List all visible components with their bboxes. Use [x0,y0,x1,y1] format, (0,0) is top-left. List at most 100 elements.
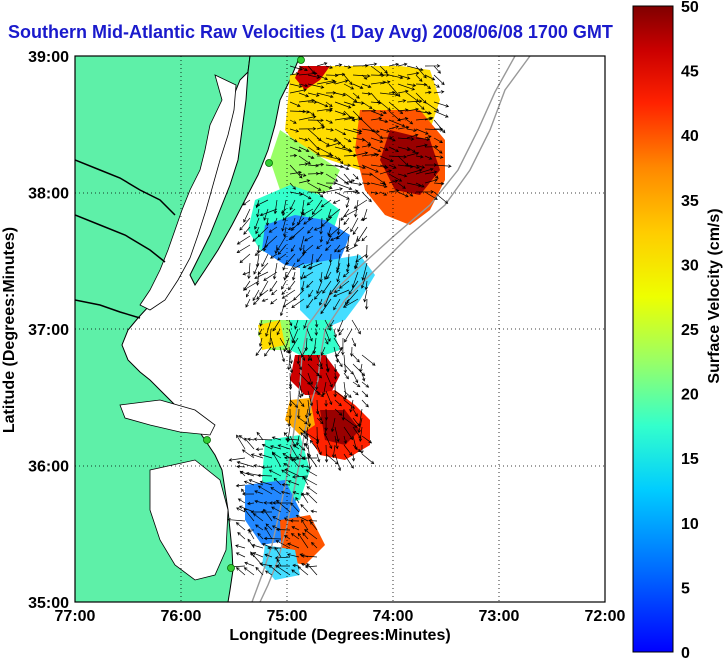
velocity-arrow [281,217,287,232]
velocity-arrow [252,289,260,302]
velocity-arrow [361,172,373,176]
x-tick-label: 77:00 [55,608,96,625]
velocity-arrow [415,137,431,141]
velocity-arrow [246,501,255,506]
velocity-arrow [433,181,445,186]
velocity-arrow [333,337,342,351]
colorbar-tick-label: 35 [681,193,699,210]
velocity-arrow [306,328,313,342]
velocity-arrow [349,399,354,413]
velocity-arrow [331,444,336,459]
velocity-arrow [264,570,273,576]
velocity-arrow [265,319,272,337]
velocity-arrow [344,328,353,343]
velocity-arrow [258,337,263,347]
velocity-arrow [255,226,260,235]
y-axis-ticks: 39:00 38:00 37:00 36:00 35:00 [28,49,69,612]
velocity-arrow [361,164,379,173]
velocity-arrow [325,244,332,252]
velocity-arrow [303,217,314,225]
velocity-arrow [289,170,302,175]
velocity-arrow [307,226,314,234]
velocity-arrow [379,73,390,77]
velocity-arrow [406,119,414,125]
velocity-arrow [328,253,333,264]
velocity-arrow [326,235,332,245]
velocity-arrow [342,271,350,278]
velocity-arrow [298,137,309,142]
velocity-arrow [263,208,269,221]
velocity-arrow [341,337,345,356]
y-tick-label: 36:00 [28,459,69,476]
velocity-arrow [397,117,409,121]
velocity-arrow [299,235,305,252]
velocity-arrow [277,244,287,255]
velocity-arrow [306,298,314,309]
radar-stations [203,56,305,572]
velocity-arrow [343,354,348,374]
velocity-arrow [337,319,344,333]
velocity-arrow [307,399,312,417]
velocity-arrow [291,569,300,576]
velocity-arrow [301,456,318,460]
velocity-arrow [298,127,317,131]
velocity-arrow [361,91,372,96]
velocity-arrow [352,164,366,170]
velocity-arrow [397,146,411,152]
velocity-arrow [242,271,251,276]
x-axis-label: Longitude (Degrees:Minutes) [229,627,450,644]
velocity-arrow [343,146,352,152]
velocity-arrow [272,516,282,522]
velocity-arrow [351,453,356,462]
velocity-arrow [298,71,318,76]
velocity-arrow [303,477,318,486]
velocity-arrow [307,453,312,470]
velocity-arrow [287,417,292,428]
velocity-arrow [322,381,327,396]
velocity-arrow [352,145,361,150]
velocity-arrow [292,491,300,495]
velocity-arrow [316,453,321,463]
velocity-arrow [321,217,332,227]
velocity-arrow [277,444,291,450]
velocity-arrow [307,100,318,104]
velocity-arrow [329,319,335,328]
velocity-arrow [353,199,368,209]
velocity-arrow [316,62,328,67]
velocity-arrow [379,80,391,85]
velocity-arrow [244,561,255,567]
velocity-arrow [334,453,342,472]
velocity-arrow [361,235,368,242]
velocity-arrow [307,208,323,220]
velocity-arrow [360,444,364,455]
velocity-arrow [255,447,264,452]
velocity-arrow [268,469,282,477]
velocity-arrow [243,508,255,522]
velocity-arrow [281,482,291,487]
velocity-arrow [245,298,251,308]
velocity-arrow [301,519,309,531]
velocity-arrow [289,119,297,124]
velocity-arrow [248,529,255,540]
velocity-arrow [289,101,301,107]
velocity-arrow [301,492,309,504]
velocity-arrow [361,191,372,203]
velocity-arrow [343,444,353,456]
velocity-arrow [325,80,337,85]
velocity-arrow [324,399,328,407]
velocity-arrow [379,128,391,133]
velocity-arrow [334,408,343,416]
velocity-arrow [287,354,291,371]
velocity-arrow [310,509,318,514]
velocity-arrow [361,101,373,109]
velocity-arrow [261,543,273,549]
velocity-arrow [397,74,411,80]
velocity-arrow [354,199,359,218]
velocity-arrow [334,110,347,116]
velocity-arrow [291,217,296,227]
velocity-arrow [406,128,417,132]
velocity-arrow [363,289,368,303]
velocity-arrow [352,173,359,180]
velocity-arrow [349,346,354,357]
velocity-arrow [336,226,350,240]
